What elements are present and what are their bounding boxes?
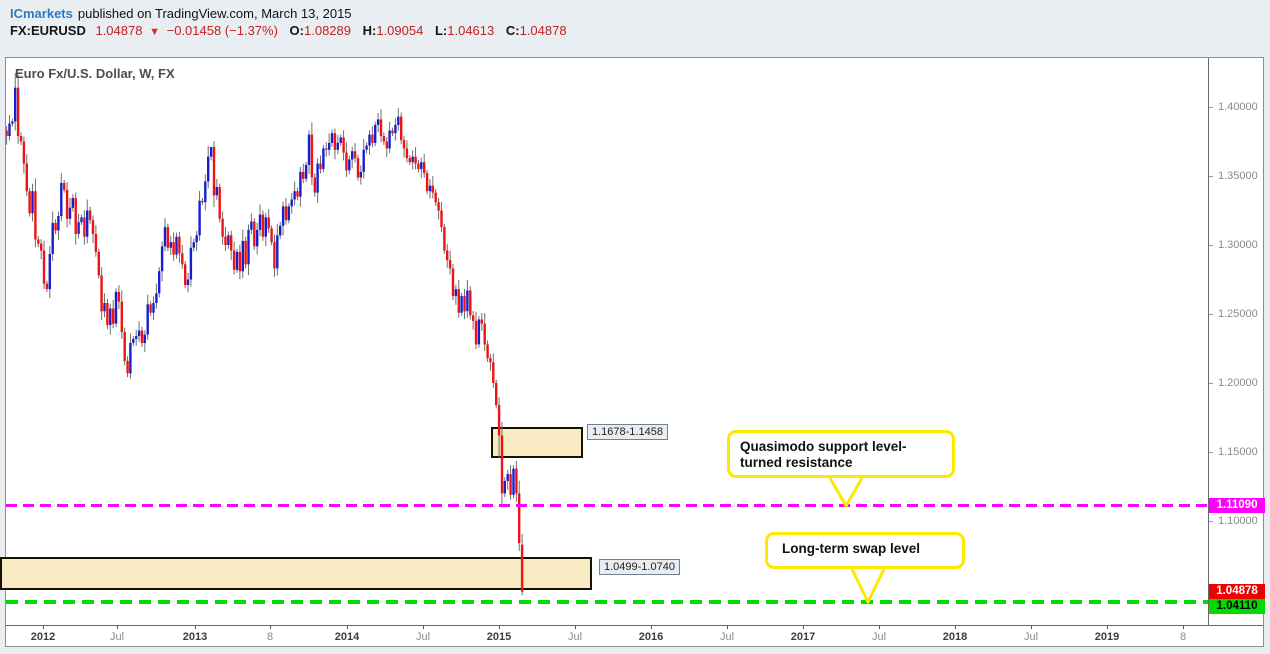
date-tick <box>803 625 804 629</box>
price-axis-label: 1.30000 <box>1218 239 1258 251</box>
chart-title: Euro Fx/U.S. Dollar, W, FX <box>15 66 175 81</box>
close-value: 1.04878 <box>519 23 567 38</box>
date-tick <box>43 625 44 629</box>
date-axis-label: Jul <box>871 631 887 643</box>
date-axis-label: 8 <box>1179 631 1187 643</box>
price-tick <box>1209 521 1213 522</box>
chart-frame: 1.1678-1.1458 1.0499-1.0740 Quasimodo sup… <box>0 57 1265 647</box>
price-tick <box>1209 107 1213 108</box>
date-axis-label: 2013 <box>182 631 208 643</box>
date-axis-label: 2019 <box>1094 631 1120 643</box>
close-label: C: <box>505 23 520 38</box>
price-axis-label: 1.20000 <box>1218 377 1258 389</box>
date-axis-label: Jul <box>567 631 583 643</box>
date-tick <box>195 625 196 629</box>
callout-tail <box>850 568 886 604</box>
date-tick <box>1031 625 1032 629</box>
price-axis-label: 1.35000 <box>1218 170 1258 182</box>
price-axis-label: 1.15000 <box>1218 446 1258 458</box>
price-tick <box>1209 176 1213 177</box>
high-label: H: <box>362 23 377 38</box>
date-tick <box>270 625 271 629</box>
publish-header: ICmarkets published on TradingView.com, M… <box>10 6 352 21</box>
open-label: O: <box>289 23 304 38</box>
price-tick <box>1209 452 1213 453</box>
open-value: 1.08289 <box>304 23 351 38</box>
change-text: −0.01458 (−1.37%) <box>166 23 278 38</box>
date-tick <box>879 625 880 629</box>
callout-tail <box>828 477 864 508</box>
low-value: 1.04613 <box>447 23 495 38</box>
date-axis-label: Jul <box>109 631 125 643</box>
candlestick-series[interactable] <box>6 58 1208 624</box>
published-text: published on TradingView.com, March 13, … <box>77 6 352 21</box>
price-axis-label: 1.40000 <box>1218 101 1258 113</box>
last-price: 1.04878 <box>95 23 143 38</box>
price-axis-separator <box>1208 58 1209 625</box>
date-axis-label: Jul <box>719 631 735 643</box>
date-tick <box>423 625 424 629</box>
date-axis-label: 2015 <box>486 631 512 643</box>
date-axis-label: 2014 <box>334 631 360 643</box>
date-axis-label: 2017 <box>790 631 816 643</box>
zone-label[interactable]: 1.0499-1.0740 <box>599 559 680 575</box>
long-term-swap-line[interactable] <box>6 600 1208 604</box>
zone-rectangle-1.1678-1.1458[interactable] <box>491 427 583 458</box>
callout-swap-level[interactable]: Long-term swap level <box>765 532 965 569</box>
date-axis-label: 2018 <box>942 631 968 643</box>
date-axis-label: 8 <box>266 631 274 643</box>
quasimodo-resistance-line[interactable] <box>6 504 1208 507</box>
symbol-name: FX:EURUSD <box>10 23 86 38</box>
date-axis-label: Jul <box>1023 631 1039 643</box>
date-tick <box>955 625 956 629</box>
date-axis-separator <box>6 625 1263 626</box>
callout-text: turned resistance <box>740 455 853 470</box>
callout-text: Quasimodo support level- <box>740 439 907 454</box>
date-tick <box>1107 625 1108 629</box>
down-arrow-icon: ▼ <box>149 26 160 38</box>
level-price-tag[interactable]: 1.11090 <box>1209 498 1265 513</box>
date-axis-label: 2012 <box>30 631 56 643</box>
level-price-tag[interactable]: 1.04110 <box>1209 599 1265 614</box>
symbol-header: FX:EURUSD 1.04878 ▼ −0.01458 (−1.37%) O:… <box>10 23 567 38</box>
date-axis-label: Jul <box>415 631 431 643</box>
date-tick <box>499 625 500 629</box>
callout-text: Long-term swap level <box>782 541 921 556</box>
last-price-tag[interactable]: 1.04878 <box>1209 584 1265 599</box>
publisher-link[interactable]: ICmarkets <box>10 6 73 21</box>
high-value: 1.09054 <box>376 23 424 38</box>
date-tick <box>1183 625 1184 629</box>
low-label: L: <box>434 23 448 38</box>
price-tick <box>1209 383 1213 384</box>
date-tick <box>727 625 728 629</box>
price-axis-label: 1.25000 <box>1218 308 1258 320</box>
date-tick <box>651 625 652 629</box>
date-tick <box>575 625 576 629</box>
date-axis-label: 2016 <box>638 631 664 643</box>
price-axis-label: 1.10000 <box>1218 515 1258 527</box>
zone-label[interactable]: 1.1678-1.1458 <box>587 424 668 440</box>
price-tick <box>1209 245 1213 246</box>
callout-quasimodo[interactable]: Quasimodo support level-turned resistanc… <box>727 430 955 478</box>
date-tick <box>347 625 348 629</box>
date-tick <box>117 625 118 629</box>
zone-rectangle-1.0499-1.0740[interactable] <box>0 556 592 591</box>
price-tick <box>1209 314 1213 315</box>
chart-plot-area[interactable]: 1.1678-1.1458 1.0499-1.0740 Quasimodo sup… <box>0 58 1208 625</box>
